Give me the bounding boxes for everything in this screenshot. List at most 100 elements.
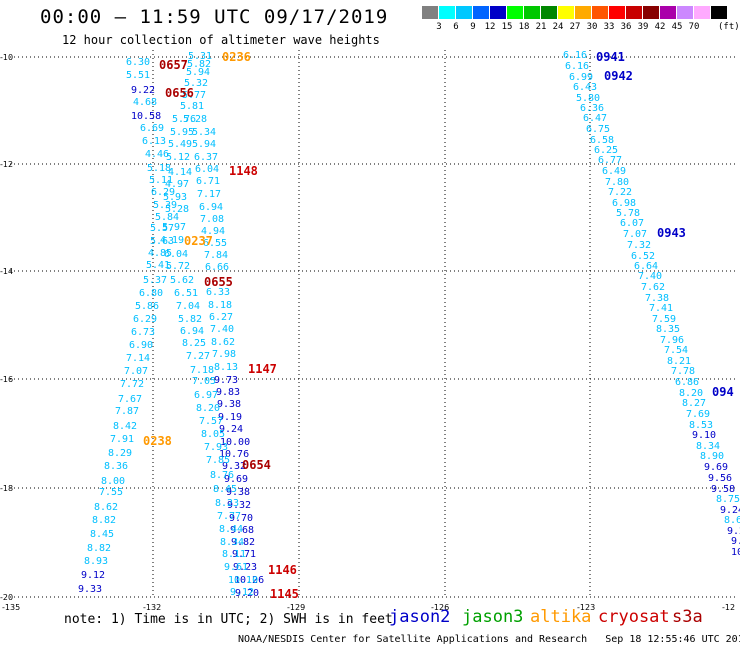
color-scale-label: 12: [484, 22, 496, 32]
wave-height-value: 9.38: [226, 487, 250, 498]
wave-height-value: 5.11: [149, 175, 173, 186]
wave-height-value: 7.05: [192, 376, 216, 387]
wave-height-value: 6.94: [180, 326, 204, 337]
wave-height-value: 10.26: [234, 575, 264, 586]
color-scale-label: 30: [586, 22, 598, 32]
y-tick-label: -18: [0, 484, 13, 493]
wave-height-value: 7.40: [638, 271, 662, 282]
wave-height-value: 5.94: [186, 67, 210, 78]
wave-height-value: 8.25: [182, 338, 206, 349]
color-swatch: [592, 6, 608, 19]
wave-height-value: 7.87: [115, 406, 139, 417]
wave-height-value: 7.84: [204, 250, 228, 261]
color-scale-label: 39: [637, 22, 649, 32]
wave-height-value: 6.16: [563, 50, 587, 61]
wave-height-value: 6.71: [196, 176, 220, 187]
wave-height-value: 10.58: [131, 111, 161, 122]
pass-time-label: 0942: [604, 69, 633, 83]
center-track: 5.765.955.495.124.144.975.935.285.974.19…: [160, 114, 258, 598]
color-scale-label: 36: [620, 22, 632, 32]
wave-height-value: 6.30: [126, 57, 150, 68]
wave-height-value: 4.19: [160, 235, 184, 246]
pass-time-label: 1146: [268, 563, 297, 577]
wave-height-value: 5.12: [166, 152, 190, 163]
wave-height-value: 9.33: [78, 584, 102, 595]
wave-height-value: 5.28: [183, 114, 207, 125]
wave-height-value: 6.94: [199, 202, 223, 213]
wave-height-value: 8.29: [108, 448, 132, 459]
y-tick-label: -16: [0, 375, 13, 384]
wave-height-value: 9.22: [131, 85, 155, 96]
wave-height-value: 6.16: [565, 61, 589, 72]
wave-height-value: 8.76: [210, 470, 234, 481]
color-scale-label: 9: [470, 22, 476, 32]
wave-height-value: 8.05: [201, 429, 225, 440]
wave-height-value: 5.76: [172, 114, 196, 125]
wave-height-value: 7.59: [652, 314, 676, 325]
wave-height-value: 10.76: [219, 449, 249, 460]
wave-height-value: 9.10: [692, 430, 716, 441]
wave-height-value: 9.68: [230, 525, 254, 536]
axis-labels: -10 -12 -14 -16 -18 -20-135 -132 -129 -126 -123 -1…: [0, 53, 735, 612]
wave-height-value: 8.34: [220, 537, 244, 548]
color-swatch: [711, 6, 727, 19]
wave-height-value: 9.2: [727, 526, 740, 537]
wave-height-value: 5.63: [150, 236, 174, 247]
wave-height-value: 8.11: [222, 549, 246, 560]
color-swatch: [643, 6, 659, 19]
wave-height-value: 7.41: [649, 303, 673, 314]
x-tick-label: -126: [431, 603, 449, 612]
wave-height-value: 8.62: [94, 502, 118, 513]
color-scale-label: (ft): [718, 22, 740, 32]
color-scale-label: 33: [603, 22, 615, 32]
wave-height-value: 8.18: [208, 300, 232, 311]
wave-height-value: 6.97: [194, 390, 218, 401]
color-swatch: [473, 6, 489, 19]
wave-height-value: 6.43: [573, 82, 597, 93]
wave-height-value: 5.18: [147, 163, 171, 174]
color-swatch: [558, 6, 574, 19]
wave-height-value: 8.35: [656, 324, 680, 335]
wave-height-value: 7.07: [623, 229, 647, 240]
color-swatch: [422, 6, 438, 19]
wave-height-value: 6.47: [583, 113, 607, 124]
y-tick-label: -12: [0, 160, 13, 169]
wave-height-value: 5.82: [187, 59, 211, 70]
wave-height-value: 10.10: [228, 575, 258, 586]
left-track: 6.30 5.51 9.224.68 10.586.69 6.13 4.46 5.185.1…: [78, 57, 179, 595]
wave-height-value: 8.23: [215, 498, 239, 509]
legend-item-altika: altika: [530, 607, 592, 627]
wave-height-value: 9.69: [704, 462, 728, 473]
wave-height-value: 5.39: [153, 200, 177, 211]
wave-height-value: 6.49: [602, 166, 626, 177]
wave-height-value: 7.93: [204, 442, 228, 453]
x-tick-label: -132: [143, 603, 161, 612]
wave-height-value: 9.58: [711, 484, 735, 495]
wave-height-value: 5.97: [162, 222, 186, 233]
color-swatch: [677, 6, 693, 19]
color-swatch: [626, 6, 642, 19]
wave-height-value: 6.77: [598, 155, 622, 166]
wave-height-value: 7.07: [124, 366, 148, 377]
wave-height-value: 8.36: [104, 461, 128, 472]
color-scale-label: 27: [569, 22, 581, 32]
wave-height-value: 6.36: [580, 103, 604, 114]
wave-height-value: 6.51: [174, 288, 198, 299]
wave-height-value: 6.73: [131, 327, 155, 338]
wave-height-value: 7.78: [671, 366, 695, 377]
wave-height-value: 5.34: [192, 127, 216, 138]
wave-height-value: 7.91: [110, 434, 134, 445]
wave-height-value: 7.67: [118, 394, 142, 405]
wave-height-value: 7.32: [627, 240, 651, 251]
credit-line: NOAA/NESDIS Center for Satellite Applica…: [238, 634, 740, 645]
wave-height-value: 7.54: [664, 345, 688, 356]
wave-height-value: 8.75: [716, 494, 740, 505]
color-swatch: [609, 6, 625, 19]
wave-height-value: 5.62: [170, 275, 194, 286]
wave-height-value: 5.37: [143, 275, 167, 286]
wave-height-value: 6.33: [206, 287, 230, 298]
time-labels: 0236 0657 0656 1148 0237 0655 1147 0238 0654 1146…: [143, 50, 734, 601]
wave-height-value: 7.14: [126, 353, 150, 364]
wave-height-value: 4.97: [165, 179, 189, 190]
wave-height-value: 9.20: [235, 588, 259, 599]
